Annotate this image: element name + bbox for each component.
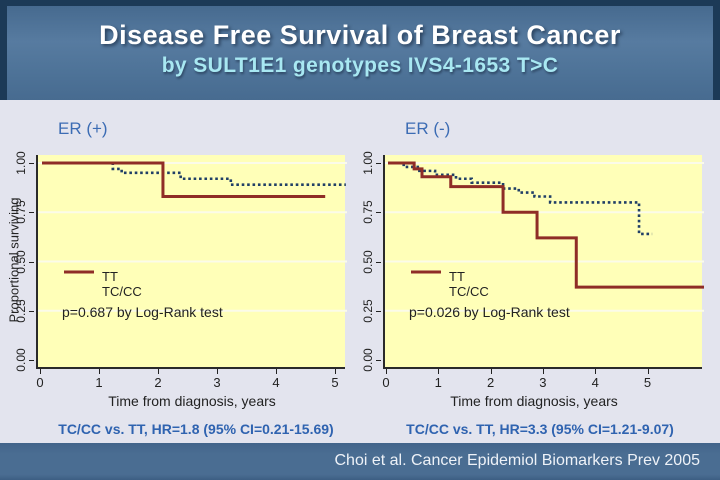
chart-er-positive: TT TC/CC p=0.687 by Log-Rank test [36,155,347,369]
legend-item: TT [64,269,142,284]
logrank-p-value: p=0.026 by Log-Rank test [409,304,570,320]
citation-text: Choi et al. Cancer Epidemiol Biomarkers … [334,452,701,469]
slide-title: Disease Free Survival of Breast Cancer [99,20,621,50]
x-tick-label: 1 [434,375,442,390]
legend-label: TT [102,269,118,284]
x-tick-mark [647,369,649,374]
y-tick-label: 0.50 [14,249,28,274]
series-tc-cc [42,161,326,198]
y-tick-label: 0.00 [14,348,28,372]
x-tick-label: 5 [643,375,652,390]
x-tick-label: 0 [36,375,44,390]
y-tick-mark [376,360,381,361]
y-tick-mark [29,261,34,263]
x-tick-mark [276,369,277,374]
x-tick-mark [386,369,387,374]
survival-curves-svg [385,161,704,312]
panel-label-er-negative: ER (-) [405,119,451,138]
x-tick-mark [595,369,597,374]
x-tick-mark [490,369,492,374]
chart-er-negative: TT TC/CC p=0.026 by Log-Rank test [383,155,704,369]
survival-curves-svg [38,161,347,312]
y-tick-label: 0.25 [361,299,375,323]
x-tick-mark [158,369,159,374]
y-tick-mark [376,212,381,214]
y-tick-label: 0.00 [361,348,375,372]
y-tick-mark [29,310,34,312]
x-axis-title-left: Time from diagnosis, years [108,393,276,409]
x-tick-label: 2 [486,375,495,390]
x-tick-mark [40,369,41,374]
y-tick-label: 0.25 [14,299,28,323]
y-tick-mark [376,310,381,312]
x-tick-label: 3 [213,375,221,390]
panel-label-er-positive: ER (+) [58,119,108,138]
hazard-ratio-caption-left: TC/CC vs. TT, HR=1.8 (95% CI=0.21-15.69) [58,421,334,437]
y-tick-label: 1.00 [14,151,28,175]
citation-bar: Choi et al. Cancer Epidemiol Biomarkers … [0,443,720,480]
slide-header: Disease Free Survival of Breast Cancer b… [0,0,720,100]
x-tick-mark [335,369,336,374]
legend-label: TC/CC [102,284,142,299]
legend-label: TT [449,269,465,284]
y-tick-mark [29,163,34,164]
slide-subtitle: by SULT1E1 genotypes IVS4-1653 T>C [161,54,559,77]
legend-item: TC/CC [64,270,142,299]
y-tick-label: 0.75 [14,200,28,224]
x-tick-label: 2 [154,375,162,390]
x-tick-label: 3 [539,375,547,390]
hazard-ratio-caption-right: TC/CC vs. TT, HR=3.3 (95% CI=1.21-9.07) [406,421,674,437]
y-tick-label: 0.75 [361,200,375,224]
x-tick-label: 0 [382,375,390,390]
y-tick-mark [376,261,381,263]
legend-item: TC/CC [411,270,489,299]
x-tick-mark [99,369,100,374]
legend: TT TC/CC [64,269,142,299]
x-tick-mark [438,369,440,374]
x-tick-label: 5 [331,375,339,390]
series-tt [388,161,653,236]
x-tick-label: 4 [591,375,599,390]
x-axis-title-right: Time from diagnosis, years [450,393,618,409]
y-tick-mark [376,163,381,164]
y-tick-label: 0.50 [361,249,375,274]
y-tick-mark [29,360,34,361]
series-tt [42,161,346,186]
x-tick-label: 1 [95,375,103,390]
x-tick-label: 4 [272,375,280,390]
logrank-p-value: p=0.687 by Log-Rank test [62,304,223,320]
legend-label: TC/CC [449,284,489,299]
y-tick-mark [29,212,34,214]
legend-item: TT [411,269,489,284]
x-tick-mark [542,369,544,374]
series-tc-cc [388,161,704,289]
x-tick-mark [217,369,218,374]
y-tick-label: 1.00 [361,151,375,175]
legend: TT TC/CC [411,269,489,299]
